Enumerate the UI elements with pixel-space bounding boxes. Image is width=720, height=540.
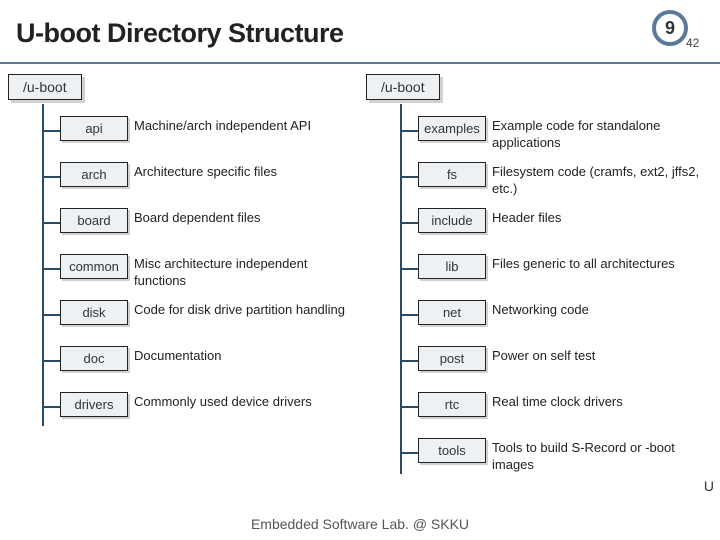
- dir-description: Filesystem code (cramfs, ext2, jffs2, et…: [492, 162, 714, 198]
- dir-node: board: [60, 208, 128, 233]
- dir-description: Header files: [492, 208, 714, 227]
- dir-node: lib: [418, 254, 486, 279]
- tree-columns: /u-boot apiMachine/arch independent APIa…: [0, 64, 720, 484]
- dir-description: Board dependent files: [134, 208, 356, 227]
- dir-description: Commonly used device drivers: [134, 392, 356, 411]
- tree-branch: [42, 130, 60, 132]
- tree-branch: [42, 314, 60, 316]
- dir-node: disk: [60, 300, 128, 325]
- dir-description: Networking code: [492, 300, 714, 319]
- dir-description: Documentation: [134, 346, 356, 365]
- tree-branch: [400, 268, 418, 270]
- tree-branch: [42, 176, 60, 178]
- slide-number: 9: [652, 10, 688, 46]
- dir-description: Example code for standalone applications: [492, 116, 714, 152]
- dir-description: Tools to build S-Record or -boot images: [492, 438, 714, 474]
- dir-node: arch: [60, 162, 128, 187]
- dir-node: post: [418, 346, 486, 371]
- dir-node: doc: [60, 346, 128, 371]
- dir-description: Architecture specific files: [134, 162, 356, 181]
- left-column: /u-boot apiMachine/arch independent APIa…: [6, 74, 356, 484]
- left-tree-item: disk Code for disk drive partition handli…: [6, 300, 356, 336]
- dir-description: Real time clock drivers: [492, 392, 714, 411]
- tree-branch: [400, 314, 418, 316]
- dir-node: drivers: [60, 392, 128, 417]
- left-tree-item: commonMisc architecture independent func…: [6, 254, 356, 290]
- tree-branch: [400, 130, 418, 132]
- dir-description: Misc architecture independent functions: [134, 254, 356, 290]
- right-tree-item: post Power on self test: [364, 346, 714, 382]
- tree-branch: [400, 452, 418, 454]
- dir-description: Code for disk drive partition handling: [134, 300, 356, 319]
- dir-description: Machine/arch independent API: [134, 116, 356, 135]
- left-items: api Machine/arch independent API arch Archi…: [6, 116, 356, 428]
- dir-description: Files generic to all architectures: [492, 254, 714, 273]
- right-tree-item: examplesExample code for standalone appl…: [364, 116, 714, 152]
- dir-node: include: [418, 208, 486, 233]
- right-tree-item: rtc Real time clock drivers: [364, 392, 714, 428]
- right-tree-item: fsFilesystem code (cramfs, ext2, jffs2, …: [364, 162, 714, 198]
- slide-total: 42: [686, 36, 699, 50]
- tree-branch: [42, 268, 60, 270]
- left-root-node: /u-boot: [8, 74, 82, 100]
- tree-branch: [400, 176, 418, 178]
- left-tree-item: api Machine/arch independent API: [6, 116, 356, 152]
- footer-label: Embedded Software Lab. @ SKKU: [0, 516, 720, 532]
- tree-branch: [42, 222, 60, 224]
- header: U-boot Directory Structure 9 42: [0, 0, 720, 64]
- tree-branch: [42, 406, 60, 408]
- left-tree-item: drivers Commonly used device drivers: [6, 392, 356, 428]
- right-tree-item: toolsTools to build S-Record or -boot im…: [364, 438, 714, 474]
- dir-node: examples: [418, 116, 486, 141]
- slide-badge: 9 42: [650, 10, 700, 56]
- right-column: /u-boot examplesExample code for standal…: [364, 74, 714, 484]
- tree-branch: [42, 360, 60, 362]
- page-title: U-boot Directory Structure: [16, 18, 344, 49]
- tree-branch: [400, 406, 418, 408]
- left-tree-item: doc Documentation: [6, 346, 356, 382]
- dir-node: rtc: [418, 392, 486, 417]
- right-items: examplesExample code for standalone appl…: [364, 116, 714, 474]
- dir-node: net: [418, 300, 486, 325]
- left-tree-item: board Board dependent files: [6, 208, 356, 244]
- right-root-node: /u-boot: [366, 74, 440, 100]
- tree-branch: [400, 222, 418, 224]
- tree-branch: [400, 360, 418, 362]
- left-tree-item: arch Architecture specific files: [6, 162, 356, 198]
- dir-node: tools: [418, 438, 486, 463]
- dir-node: fs: [418, 162, 486, 187]
- right-tree-item: net Networking code: [364, 300, 714, 336]
- dir-description: Power on self test: [492, 346, 714, 365]
- right-tree-item: include Header files: [364, 208, 714, 244]
- right-edge-letter: U: [704, 478, 714, 494]
- dir-node: common: [60, 254, 128, 279]
- right-tree-item: lib Files generic to all architectures: [364, 254, 714, 290]
- dir-node: api: [60, 116, 128, 141]
